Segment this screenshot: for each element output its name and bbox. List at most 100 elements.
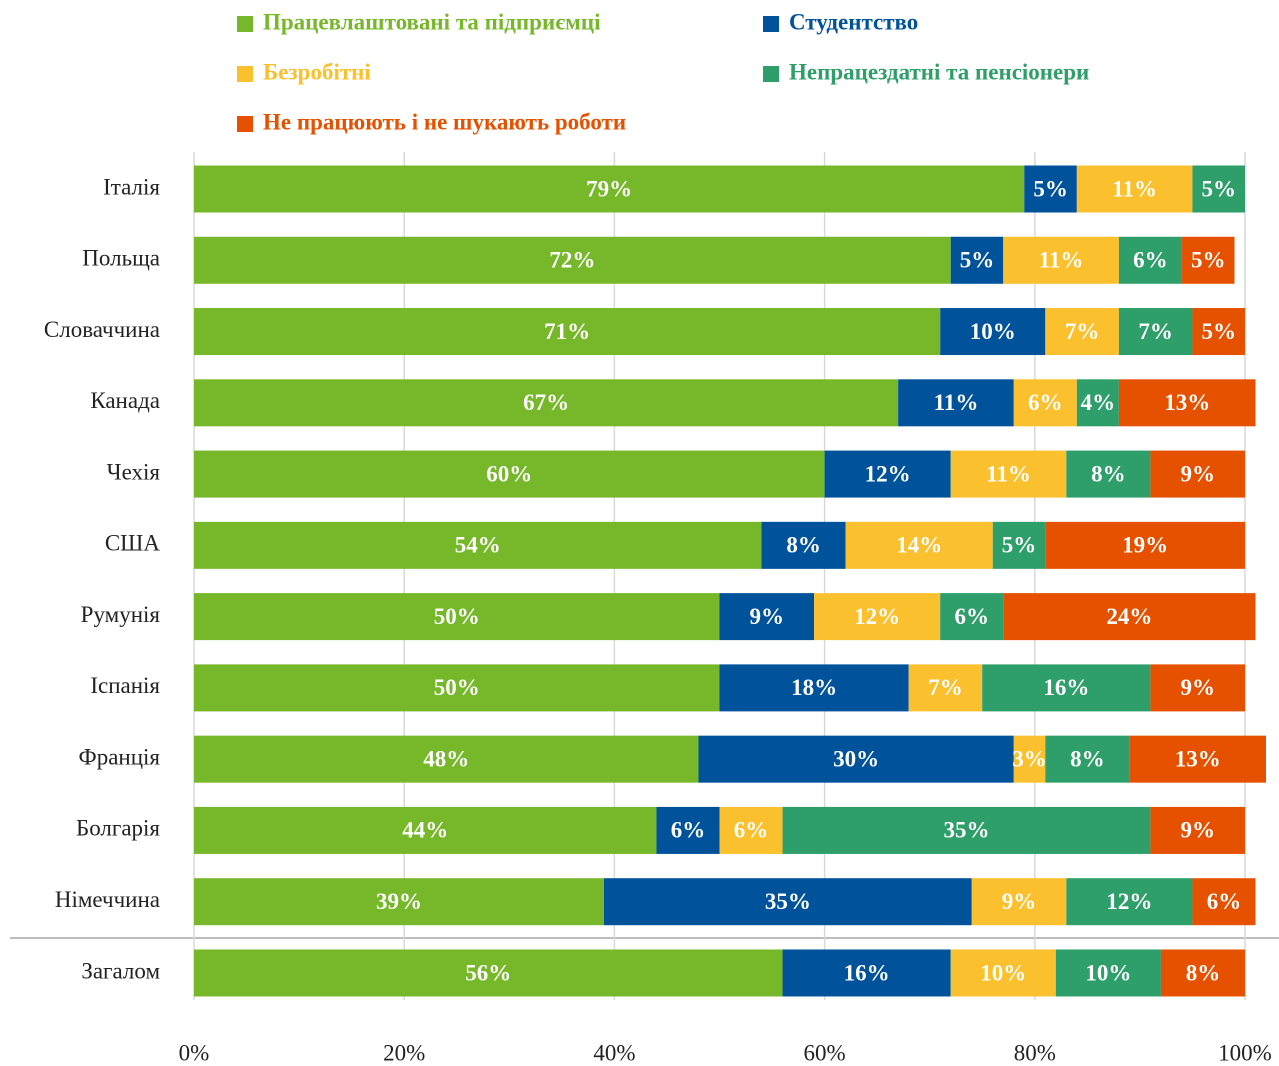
bar-segment <box>908 664 983 712</box>
value-label: 10% <box>980 960 1026 985</box>
value-label: 6% <box>734 818 769 843</box>
value-label: 6% <box>1207 889 1242 914</box>
x-tick-label: 40% <box>593 1040 635 1065</box>
value-label: 12% <box>865 461 911 486</box>
value-label: 71% <box>544 319 590 344</box>
category-label: Болгарія <box>76 816 160 841</box>
bar-segment <box>1024 165 1077 213</box>
bar-segment <box>761 521 846 569</box>
bar-segment <box>194 949 783 997</box>
legend-label: Безробітні <box>263 59 371 84</box>
value-label: 6% <box>1133 248 1168 273</box>
bar-segment <box>194 236 951 284</box>
value-label: 19% <box>1122 533 1168 558</box>
bar-segment <box>992 521 1046 569</box>
bar-segment <box>845 521 993 569</box>
value-label: 5% <box>1201 176 1236 201</box>
bar-segment <box>1150 450 1245 498</box>
category-label: Франція <box>79 744 161 769</box>
bar-segment <box>898 379 1014 427</box>
bar-segment <box>194 521 762 569</box>
bar-segment <box>194 593 720 641</box>
bar-segment <box>194 735 699 783</box>
x-tick-label: 80% <box>1014 1040 1056 1065</box>
bar-segment <box>782 806 1151 854</box>
value-label: 13% <box>1175 746 1221 771</box>
legend-swatch <box>237 16 253 32</box>
bar-segment <box>1066 878 1193 926</box>
value-label: 8% <box>1070 746 1105 771</box>
bar-segment <box>1192 165 1245 213</box>
bar-segment <box>950 450 1067 498</box>
bar-segment <box>1118 236 1182 284</box>
x-tick-label: 0% <box>179 1040 210 1065</box>
bar-segment <box>814 593 941 641</box>
value-label: 10% <box>1085 960 1131 985</box>
bar-segment <box>1045 308 1119 356</box>
bar-segment <box>719 806 783 854</box>
bar-segment <box>1181 236 1235 284</box>
bar-segment <box>194 664 720 712</box>
bar-segment <box>982 664 1151 712</box>
value-label: 44% <box>402 818 448 843</box>
bar-segment <box>1003 236 1119 284</box>
category-label: Італія <box>103 174 160 199</box>
bar-segment <box>1076 165 1193 213</box>
bar-segment <box>1150 664 1245 712</box>
bar-segment <box>1045 521 1245 569</box>
value-label: 7% <box>1065 319 1100 344</box>
value-label: 13% <box>1164 390 1210 415</box>
bar-segment <box>1160 949 1245 997</box>
bar-segment <box>1118 379 1256 427</box>
bar-segment <box>1003 593 1256 641</box>
value-label: 3% <box>1012 746 1047 771</box>
value-label: 6% <box>1028 390 1063 415</box>
x-tick-label: 20% <box>383 1040 425 1065</box>
bar-segment <box>950 236 1004 284</box>
value-label: 5% <box>1201 319 1236 344</box>
value-label: 5% <box>960 248 995 273</box>
category-label: Іспанія <box>90 673 160 698</box>
bar-segment <box>194 806 657 854</box>
bar-segment <box>1150 806 1245 854</box>
value-label: 79% <box>586 176 632 201</box>
x-tick-label: 60% <box>804 1040 846 1065</box>
bar-segment <box>719 664 909 712</box>
value-label: 12% <box>1106 889 1152 914</box>
bar-segment <box>782 949 951 997</box>
legend-label: Непрацездатні та пенсіонери <box>789 59 1089 84</box>
value-label: 6% <box>671 818 706 843</box>
legend-label: Не працюють і не шукають роботи <box>263 109 626 134</box>
value-label: 67% <box>523 390 569 415</box>
category-label: Німеччина <box>55 887 160 912</box>
bar-segment <box>1066 450 1151 498</box>
bar-segment <box>940 308 1046 356</box>
bar-segment <box>194 450 825 498</box>
value-label: 9% <box>1180 675 1215 700</box>
category-label: Словаччина <box>44 317 160 342</box>
bar-segment <box>1192 308 1245 356</box>
category-label: Польща <box>82 246 160 271</box>
x-tick-label: 100% <box>1218 1040 1272 1065</box>
legend-label: Працевлаштовані та підприємці <box>263 9 601 34</box>
value-label: 14% <box>896 533 942 558</box>
value-label: 50% <box>434 604 480 629</box>
bar-segment <box>1013 379 1077 427</box>
value-label: 56% <box>465 960 511 985</box>
legend-swatch <box>237 66 253 82</box>
legend-swatch <box>237 116 253 132</box>
bar-segment <box>950 949 1056 997</box>
value-label: 8% <box>786 533 821 558</box>
category-label: Румунія <box>81 602 161 627</box>
category-label: США <box>105 531 161 556</box>
legend-swatch <box>763 66 779 82</box>
value-label: 5% <box>1002 533 1037 558</box>
bar-segment <box>971 878 1067 926</box>
value-label: 39% <box>376 889 422 914</box>
value-label: 11% <box>1112 176 1157 201</box>
value-label: 8% <box>1091 461 1126 486</box>
value-label: 6% <box>954 604 989 629</box>
legend-label: Студентство <box>789 9 918 34</box>
bar-segment <box>1129 735 1267 783</box>
value-label: 8% <box>1186 960 1221 985</box>
